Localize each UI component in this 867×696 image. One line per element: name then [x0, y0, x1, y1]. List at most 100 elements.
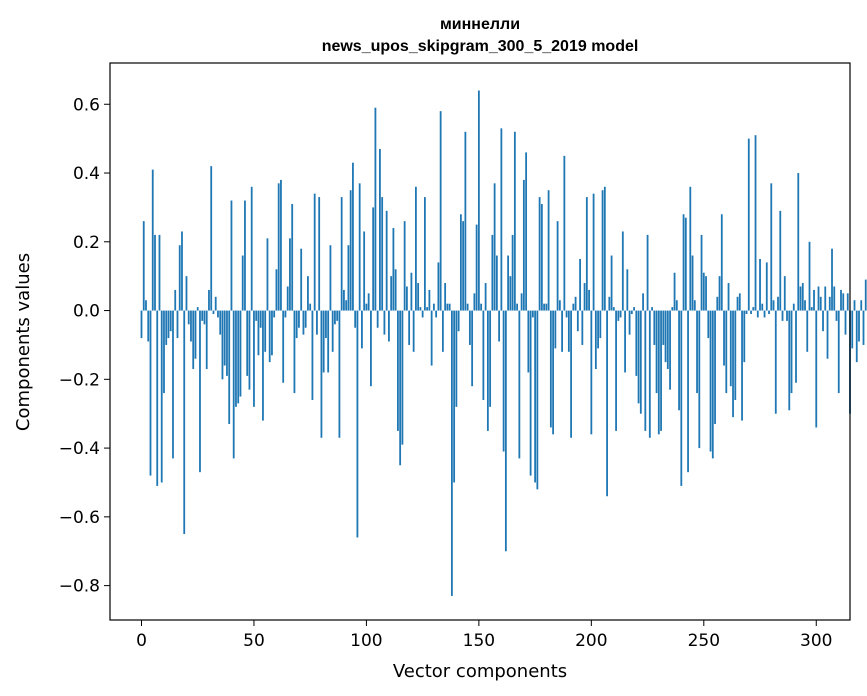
bar-35: [219, 310, 222, 335]
bar-101: [367, 293, 370, 311]
bar-305: [826, 310, 829, 359]
bar-273: [754, 135, 757, 311]
bar-187: [561, 310, 563, 352]
bar-222: [639, 310, 642, 414]
bar-287: [786, 310, 788, 321]
bar-193: [574, 296, 577, 311]
bar-168: [518, 310, 521, 459]
bar-228: [653, 310, 656, 345]
bar-268: [743, 310, 746, 363]
bar-221: [637, 310, 640, 404]
bar-217: [628, 310, 631, 335]
bar-134: [441, 310, 444, 352]
bar-256: [716, 296, 719, 311]
bar-120: [410, 272, 413, 311]
bar-223: [642, 293, 644, 311]
bar-282: [774, 310, 777, 414]
bar-66: [289, 238, 291, 311]
bar-294: [801, 283, 804, 311]
bar-121: [412, 310, 415, 352]
bar-58: [271, 310, 273, 356]
bar-313: [844, 310, 847, 335]
bar-23: [192, 310, 195, 370]
bar-114: [397, 310, 399, 431]
bar-126: [423, 197, 426, 311]
bar-185: [556, 221, 559, 311]
bar-150: [477, 90, 480, 311]
bar-0: [140, 310, 143, 339]
bar-93: [349, 190, 352, 311]
bar-140: [455, 310, 458, 407]
bar-94: [352, 162, 354, 311]
bar-174: [531, 310, 534, 318]
bar-52: [257, 310, 260, 356]
bar-318: [855, 310, 858, 363]
bar-124: [419, 307, 422, 311]
bar-7: [156, 310, 159, 486]
x-tick-label: 250: [688, 631, 720, 651]
bar-147: [471, 310, 474, 387]
bar-231: [660, 310, 662, 431]
bar-116: [401, 310, 404, 445]
bar-57: [268, 310, 271, 363]
bar-276: [761, 303, 764, 311]
x-axis-ticks: 0 50 100 150 200 250 300: [136, 620, 832, 651]
bar-301: [817, 286, 820, 311]
bar-265: [736, 296, 739, 311]
bar-161: [502, 310, 505, 452]
bar-59: [273, 310, 276, 318]
bar-277: [763, 310, 766, 318]
bar-80: [320, 310, 323, 438]
bar-48: [248, 310, 251, 390]
bars-group: [140, 90, 867, 596]
bar-69: [295, 310, 298, 339]
bar-56: [266, 238, 269, 311]
bar-255: [714, 310, 716, 425]
bar-142: [459, 214, 462, 311]
bar-304: [824, 286, 827, 311]
bar-269: [745, 310, 748, 314]
bar-113: [394, 269, 397, 311]
bar-172: [527, 310, 530, 373]
bar-67: [291, 203, 294, 311]
bar-72: [302, 310, 305, 335]
bar-160: [500, 128, 503, 311]
bar-199: [588, 289, 590, 311]
bar-138: [450, 310, 453, 596]
bar-300: [815, 310, 818, 428]
bar-148: [473, 293, 476, 311]
bar-81: [322, 310, 325, 373]
bar-159: [498, 310, 501, 342]
bar-68: [293, 310, 296, 394]
bar-288: [788, 310, 791, 411]
bar-18: [181, 231, 183, 311]
bar-167: [516, 303, 519, 311]
x-tick-label: 50: [243, 631, 265, 651]
bar-216: [626, 269, 629, 311]
bar-157: [493, 183, 496, 311]
chart-title-line-1: миннелли: [440, 16, 520, 33]
bar-283: [777, 296, 779, 311]
bar-224: [644, 310, 647, 431]
bar-252: [707, 310, 710, 339]
x-tick-label: 150: [463, 631, 495, 651]
bar-244: [689, 186, 692, 311]
bar-40: [230, 200, 233, 311]
bar-292: [797, 173, 800, 311]
bar-197: [583, 283, 586, 311]
bar-208: [608, 296, 611, 311]
bar-239: [678, 310, 680, 411]
bar-212: [617, 310, 620, 321]
bar-254: [711, 310, 714, 459]
bar-60: [275, 269, 278, 311]
bar-90: [343, 289, 345, 311]
bar-50: [253, 310, 255, 407]
bar-263: [732, 310, 734, 418]
bar-33: [214, 296, 217, 311]
bar-192: [572, 303, 575, 311]
bar-2: [145, 300, 147, 311]
bar-100: [365, 303, 368, 311]
bar-22: [190, 310, 192, 342]
bar-84: [329, 245, 332, 311]
bar-162: [504, 310, 507, 552]
